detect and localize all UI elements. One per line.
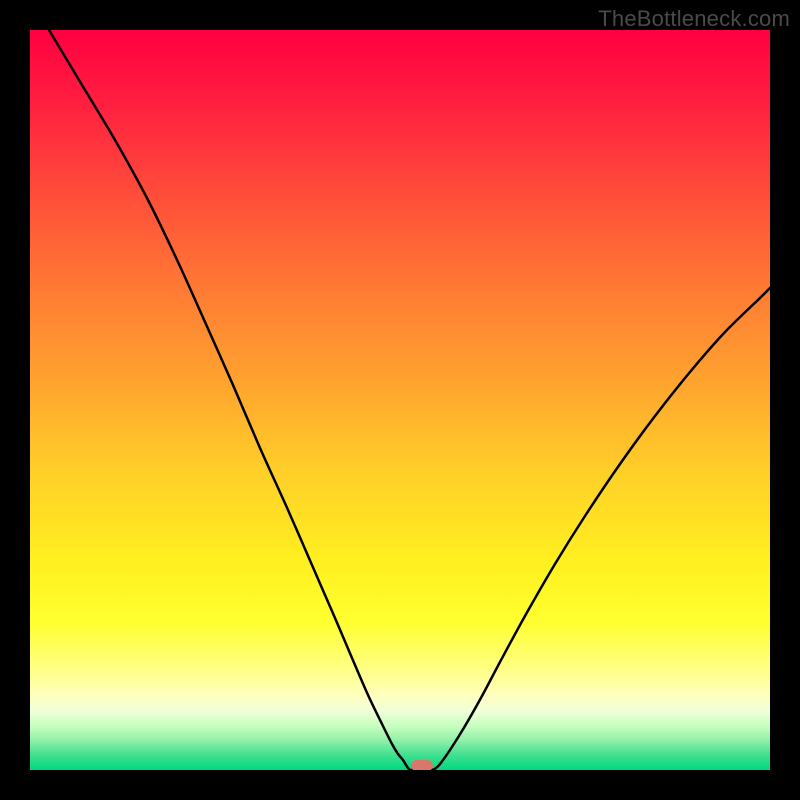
optimal-marker bbox=[411, 760, 433, 771]
bottleneck-curve bbox=[30, 30, 770, 770]
watermark-text: TheBottleneck.com bbox=[598, 6, 790, 32]
plot-area bbox=[30, 30, 770, 770]
